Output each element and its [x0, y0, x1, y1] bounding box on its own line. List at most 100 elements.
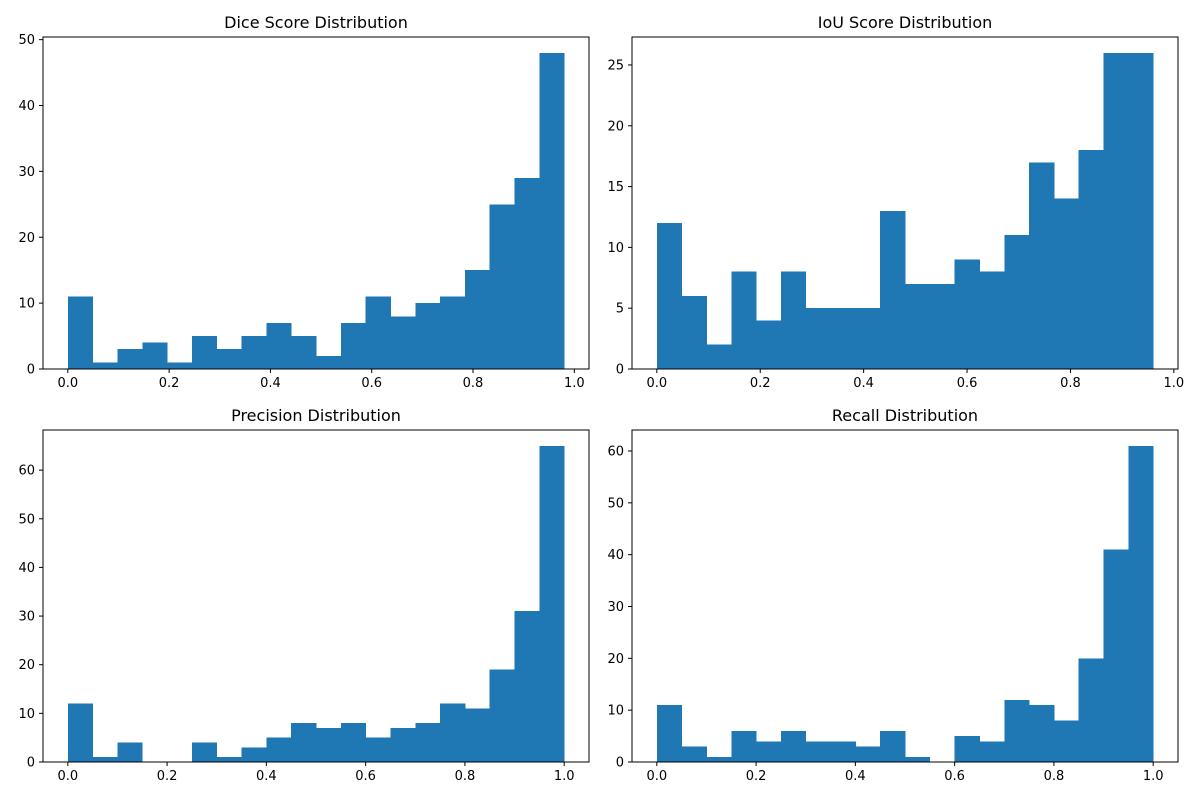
x-tick-label: 1.0: [1164, 376, 1185, 391]
x-tick-label: 0.0: [646, 769, 667, 784]
histogram-bar: [440, 296, 466, 369]
x-tick-label: 1.0: [554, 769, 575, 784]
histogram-bar: [780, 271, 807, 369]
histogram-bar: [830, 741, 856, 762]
chart-panel-1: Dice Score Distribution 0.0 0.2 0.4 0.6 0.8 1.…: [18, 13, 590, 391]
y-tick-label: 40: [18, 99, 35, 114]
histogram-bar: [905, 756, 931, 762]
histogram-bar: [1103, 52, 1129, 370]
histogram-bar: [1004, 235, 1030, 369]
x-tick-label: 0.4: [845, 769, 866, 784]
x-tick-label: 0.0: [57, 769, 78, 784]
x-tick-label: 0.8: [1060, 376, 1081, 391]
histogram-bar: [1128, 445, 1154, 762]
histogram-bar: [216, 349, 242, 369]
y-tick-label: 5: [616, 302, 624, 317]
axes-frame: [631, 36, 1179, 370]
histogram-bar: [514, 611, 540, 762]
x-tick-label: 0.0: [57, 376, 78, 391]
y-tick-label: 50: [18, 33, 35, 48]
x-tick-label: 0.8: [463, 376, 484, 391]
axes-frame: [631, 429, 1179, 763]
y-tick-label: 40: [607, 548, 624, 563]
y-tick-label: 0: [27, 363, 35, 378]
histogram-bar: [1128, 52, 1154, 370]
histogram-bar: [855, 308, 881, 369]
x-tick-label: 0.2: [750, 376, 771, 391]
histogram-bar: [880, 210, 906, 369]
x-tick-label: 0.6: [944, 769, 965, 784]
histogram-bars: [67, 445, 565, 762]
y-tick-label: 15: [607, 180, 624, 195]
chart-title: Precision Distribution: [231, 406, 401, 425]
histogram-bar: [954, 259, 980, 369]
x-tick-label: 0.6: [361, 376, 382, 391]
histogram-bars: [656, 445, 1154, 762]
x-tick-label: 0.2: [746, 769, 767, 784]
histogram-bar: [191, 742, 218, 762]
histogram-bar: [656, 223, 683, 369]
chart-title: Recall Distribution: [832, 406, 978, 425]
x-tick-label: 0.6: [957, 376, 978, 391]
histogram-bar: [316, 355, 342, 369]
x-tick-label: 1.0: [564, 376, 585, 391]
histogram-bar: [92, 362, 118, 369]
y-tick-label: 30: [18, 165, 35, 180]
y-tick-label: 20: [607, 652, 624, 667]
histogram-bar: [464, 708, 491, 762]
y-tick-label: 60: [18, 464, 35, 479]
histogram-bar: [681, 296, 707, 369]
x-tick-label: 0.4: [256, 769, 277, 784]
chart-panel-4: Recall Distribution 0.0 0.2 0.4 0.6 0.8 1.0 0 10…: [607, 406, 1179, 784]
histogram-bar: [855, 746, 881, 762]
histogram-bar: [830, 308, 856, 369]
histogram-bar: [266, 322, 292, 369]
y-tick-label: 0: [616, 756, 624, 771]
histogram-bar: [340, 322, 367, 369]
y-tick-label: 40: [18, 561, 35, 576]
y-tick-label: 60: [607, 444, 624, 459]
histogram-bar: [805, 741, 831, 762]
histogram-bar: [117, 742, 143, 762]
chart-panel-3: Precision Distribution 0.0 0.2 0.4 0.6 0.8 1.0…: [18, 406, 590, 784]
x-tick-label: 0.0: [646, 376, 667, 391]
histogram-bar: [67, 703, 94, 762]
histogram-bar: [167, 362, 193, 369]
histogram-bar: [1103, 549, 1129, 762]
x-tick-label: 0.6: [355, 769, 376, 784]
histogram-bar: [191, 336, 218, 369]
histogram-bar: [706, 756, 732, 762]
histogram-bar: [731, 730, 757, 762]
histogram-bar: [1053, 198, 1080, 369]
y-tick-label: 0: [27, 756, 35, 771]
histogram-bar: [1053, 720, 1080, 762]
histogram-bar: [656, 704, 683, 762]
histogram-bar: [291, 723, 317, 762]
histogram-bar: [681, 746, 707, 762]
histogram-bar: [979, 271, 1005, 369]
y-tick-label: 20: [607, 119, 624, 134]
y-tick-label: 20: [18, 658, 35, 673]
histogram-bar: [1029, 704, 1055, 762]
histogram-bar: [706, 344, 732, 369]
x-tick-label: 0.8: [1044, 769, 1065, 784]
histogram-bar: [929, 283, 956, 369]
y-tick-label: 50: [607, 496, 624, 511]
chart-title: Dice Score Distribution: [224, 13, 408, 32]
y-tick-label: 30: [18, 610, 35, 625]
histogram-bar: [805, 308, 831, 369]
histogram-bar: [1004, 699, 1030, 762]
y-tick-label: 30: [607, 600, 624, 615]
y-tick-label: 10: [607, 704, 624, 719]
histogram-bar: [415, 303, 441, 369]
histogram-bar: [731, 271, 757, 369]
histogram-bar: [979, 741, 1005, 762]
histogram-bar: [880, 730, 906, 762]
y-tick-label: 10: [18, 707, 35, 722]
y-tick-label: 20: [18, 231, 35, 246]
histogram-bar: [489, 669, 515, 762]
histogram-bar: [241, 336, 267, 369]
histogram-bar: [464, 270, 491, 369]
histogram-bar: [489, 204, 515, 369]
